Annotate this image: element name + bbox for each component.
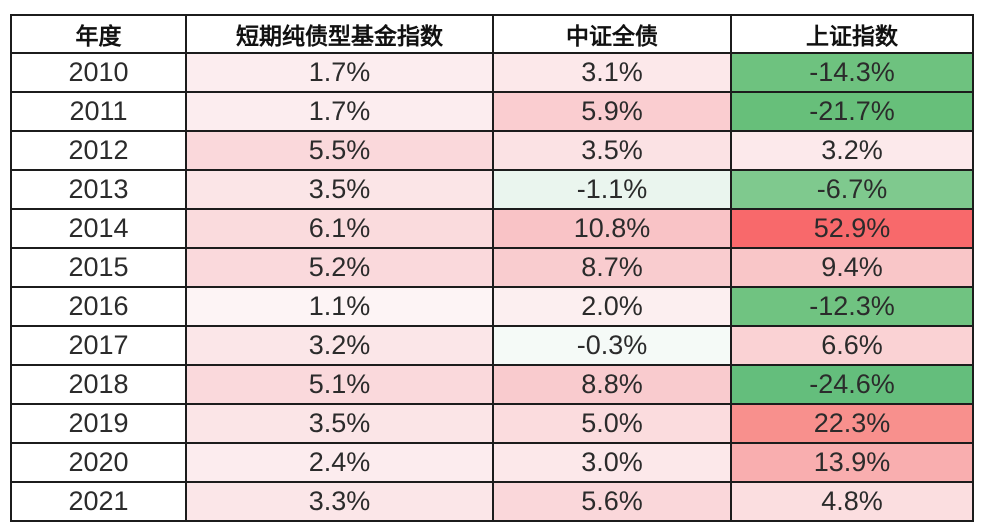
csi-bond-value-cell: 10.8% bbox=[492, 208, 732, 249]
short-term-bond-value-cell: 1.7% bbox=[185, 91, 494, 132]
csi-bond-value-cell: 3.5% bbox=[492, 130, 732, 171]
short-term-bond-value-cell: 6.1% bbox=[185, 208, 494, 249]
year-cell: 2010 bbox=[10, 52, 187, 93]
short-term-bond-value-cell: 1.1% bbox=[185, 286, 494, 327]
table-row: 2018 5.1% 8.8% -24.6% bbox=[10, 364, 974, 405]
year-cell: 2015 bbox=[10, 247, 187, 288]
csi-bond-value-cell: 5.0% bbox=[492, 403, 732, 444]
sse-index-value-cell: 4.8% bbox=[730, 481, 974, 522]
table-row: 2010 1.7% 3.1% -14.3% bbox=[10, 52, 974, 93]
year-cell: 2020 bbox=[10, 442, 187, 483]
sse-index-value-cell: -21.7% bbox=[730, 91, 974, 132]
table-row: 2017 3.2% -0.3% 6.6% bbox=[10, 325, 974, 366]
sse-index-value-cell: 22.3% bbox=[730, 403, 974, 444]
sse-index-value-cell: -14.3% bbox=[730, 52, 974, 93]
table-body: 2010 1.7% 3.1% -14.3% 2011 1.7% 5.9% -21… bbox=[10, 52, 974, 522]
year-cell: 2014 bbox=[10, 208, 187, 249]
year-cell: 2017 bbox=[10, 325, 187, 366]
col-header-sse-composite-index: 上证指数 bbox=[730, 14, 974, 54]
sse-index-value-cell: -24.6% bbox=[730, 364, 974, 405]
table-row: 2019 3.5% 5.0% 22.3% bbox=[10, 403, 974, 444]
short-term-bond-value-cell: 5.1% bbox=[185, 364, 494, 405]
table-row: 2016 1.1% 2.0% -12.3% bbox=[10, 286, 974, 327]
header-row: 年度 短期纯债型基金指数 中证全债 上证指数 bbox=[10, 14, 974, 54]
table-row: 2021 3.3% 5.6% 4.8% bbox=[10, 481, 974, 522]
csi-bond-value-cell: 8.8% bbox=[492, 364, 732, 405]
year-cell: 2012 bbox=[10, 130, 187, 171]
short-term-bond-value-cell: 5.5% bbox=[185, 130, 494, 171]
csi-bond-value-cell: 3.1% bbox=[492, 52, 732, 93]
csi-bond-value-cell: 3.0% bbox=[492, 442, 732, 483]
year-cell: 2019 bbox=[10, 403, 187, 444]
year-cell: 2013 bbox=[10, 169, 187, 210]
table-row: 2014 6.1% 10.8% 52.9% bbox=[10, 208, 974, 249]
col-header-short-term-bond-fund-index: 短期纯债型基金指数 bbox=[185, 14, 494, 54]
short-term-bond-value-cell: 1.7% bbox=[185, 52, 494, 93]
table-row: 2020 2.4% 3.0% 13.9% bbox=[10, 442, 974, 483]
table-row: 2015 5.2% 8.7% 9.4% bbox=[10, 247, 974, 288]
csi-bond-value-cell: 2.0% bbox=[492, 286, 732, 327]
year-cell: 2018 bbox=[10, 364, 187, 405]
csi-bond-value-cell: 5.6% bbox=[492, 481, 732, 522]
year-cell: 2021 bbox=[10, 481, 187, 522]
short-term-bond-value-cell: 3.2% bbox=[185, 325, 494, 366]
sse-index-value-cell: 3.2% bbox=[730, 130, 974, 171]
sse-index-value-cell: 6.6% bbox=[730, 325, 974, 366]
table-row: 2013 3.5% -1.1% -6.7% bbox=[10, 169, 974, 210]
short-term-bond-value-cell: 5.2% bbox=[185, 247, 494, 288]
sse-index-value-cell: -12.3% bbox=[730, 286, 974, 327]
year-cell: 2011 bbox=[10, 91, 187, 132]
sse-index-value-cell: 13.9% bbox=[730, 442, 974, 483]
csi-bond-value-cell: -1.1% bbox=[492, 169, 732, 210]
col-header-csi-aggregate-bond: 中证全债 bbox=[492, 14, 732, 54]
short-term-bond-value-cell: 2.4% bbox=[185, 442, 494, 483]
short-term-bond-value-cell: 3.3% bbox=[185, 481, 494, 522]
col-header-year: 年度 bbox=[10, 14, 187, 54]
csi-bond-value-cell: 5.9% bbox=[492, 91, 732, 132]
short-term-bond-value-cell: 3.5% bbox=[185, 403, 494, 444]
table-row: 2011 1.7% 5.9% -21.7% bbox=[10, 91, 974, 132]
short-term-bond-value-cell: 3.5% bbox=[185, 169, 494, 210]
sse-index-value-cell: 52.9% bbox=[730, 208, 974, 249]
table-row: 2012 5.5% 3.5% 3.2% bbox=[10, 130, 974, 171]
sse-index-value-cell: 9.4% bbox=[730, 247, 974, 288]
year-cell: 2016 bbox=[10, 286, 187, 327]
csi-bond-value-cell: -0.3% bbox=[492, 325, 732, 366]
csi-bond-value-cell: 8.7% bbox=[492, 247, 732, 288]
annual-returns-table: 年度 短期纯债型基金指数 中证全债 上证指数 2010 1.7% 3.1% -1… bbox=[10, 14, 974, 522]
sse-index-value-cell: -6.7% bbox=[730, 169, 974, 210]
